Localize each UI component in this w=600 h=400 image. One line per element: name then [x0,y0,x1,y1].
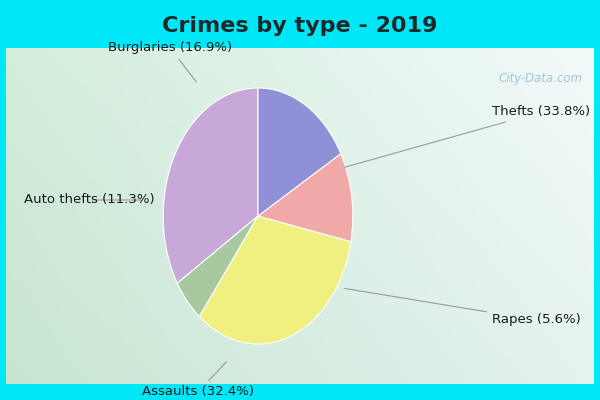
Wedge shape [258,154,353,242]
Wedge shape [199,216,351,344]
Text: Auto thefts (11.3%): Auto thefts (11.3%) [24,194,155,206]
Text: Assaults (32.4%): Assaults (32.4%) [142,362,254,398]
Text: Rapes (5.6%): Rapes (5.6%) [345,288,581,326]
Wedge shape [163,88,258,283]
Text: City-Data.com: City-Data.com [498,72,582,84]
Text: Thefts (33.8%): Thefts (33.8%) [344,106,590,167]
Text: Crimes by type - 2019: Crimes by type - 2019 [163,16,437,36]
Wedge shape [178,216,258,317]
Wedge shape [258,88,341,216]
Text: Burglaries (16.9%): Burglaries (16.9%) [108,42,232,82]
